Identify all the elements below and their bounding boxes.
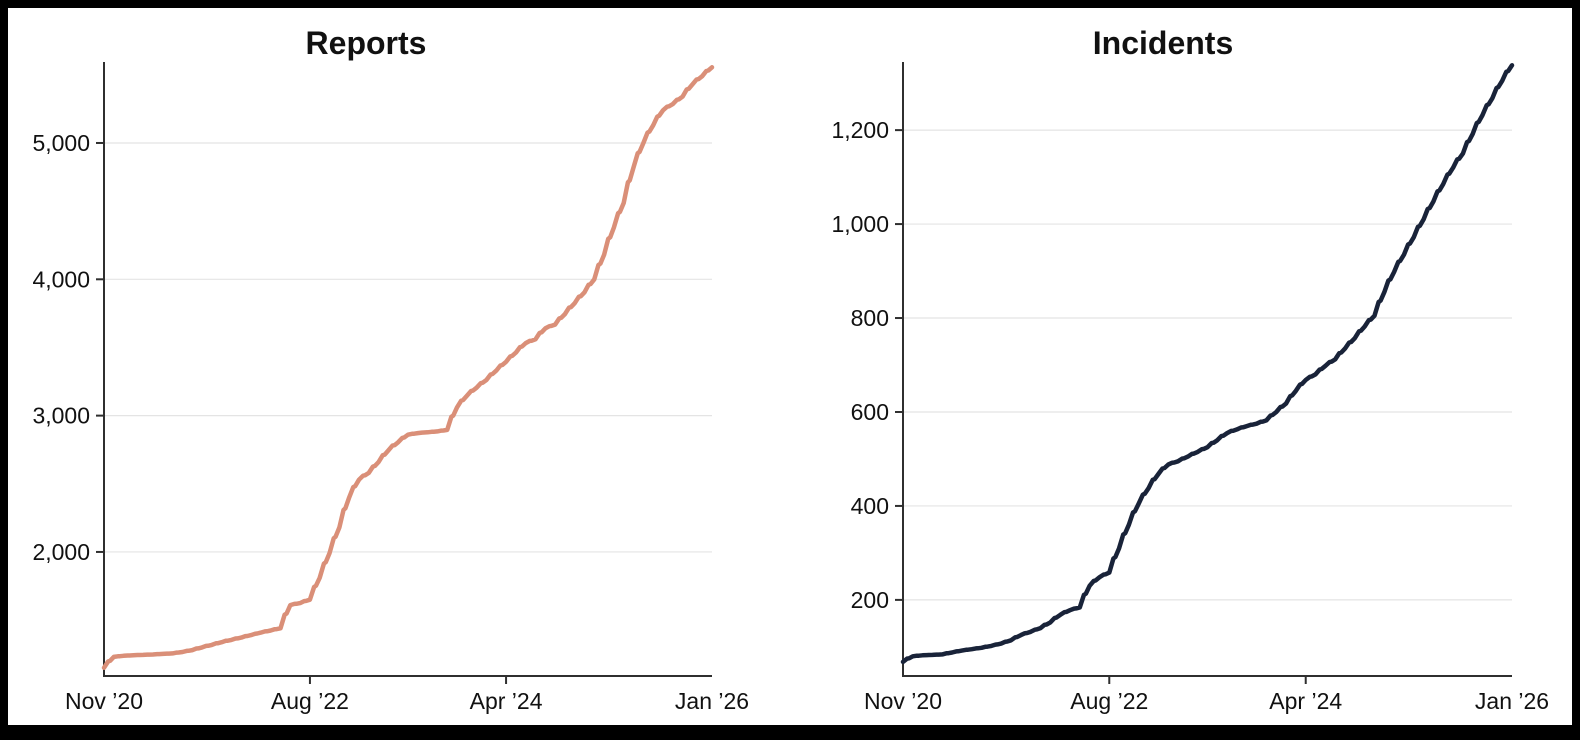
x-tick-label: Nov ’20 bbox=[864, 688, 942, 714]
y-tick-label: 3,000 bbox=[32, 403, 90, 429]
incidents-series-line bbox=[900, 63, 1515, 665]
reports-chart-title: Reports bbox=[306, 25, 427, 61]
x-tick-label: Nov ’20 bbox=[65, 688, 143, 714]
x-tick-label: Aug ’22 bbox=[1070, 688, 1148, 714]
y-tick-label: 800 bbox=[851, 305, 889, 331]
x-tick-label: Jan ’26 bbox=[675, 688, 749, 714]
y-tick-label: 4,000 bbox=[32, 266, 90, 292]
y-tick-label: 1,000 bbox=[831, 211, 889, 237]
incidents-chart-title: Incidents bbox=[1093, 25, 1233, 61]
y-tick-label: 1,200 bbox=[831, 117, 889, 143]
chart-canvas bbox=[8, 8, 1572, 725]
incidents-plot: 200 400 600 800 1,000 1,200 Nov ’20 Aug ’22 Apr … bbox=[831, 62, 1549, 714]
x-tick-label: Apr ’24 bbox=[1269, 688, 1342, 714]
x-tick-label: Aug ’22 bbox=[271, 688, 349, 714]
x-tick-label: Apr ’24 bbox=[470, 688, 543, 714]
y-tick-label: 200 bbox=[851, 587, 889, 613]
reports-series-line bbox=[101, 65, 715, 671]
x-tick-label: Jan ’26 bbox=[1475, 688, 1549, 714]
y-tick-label: 5,000 bbox=[32, 130, 90, 156]
y-tick-label: 2,000 bbox=[32, 539, 90, 565]
y-tick-label: 600 bbox=[851, 399, 889, 425]
y-tick-label: 400 bbox=[851, 493, 889, 519]
reports-plot: 2,000 3,000 4,000 5,000 Nov ’20 Aug ’22 Apr ’2… bbox=[32, 62, 749, 714]
